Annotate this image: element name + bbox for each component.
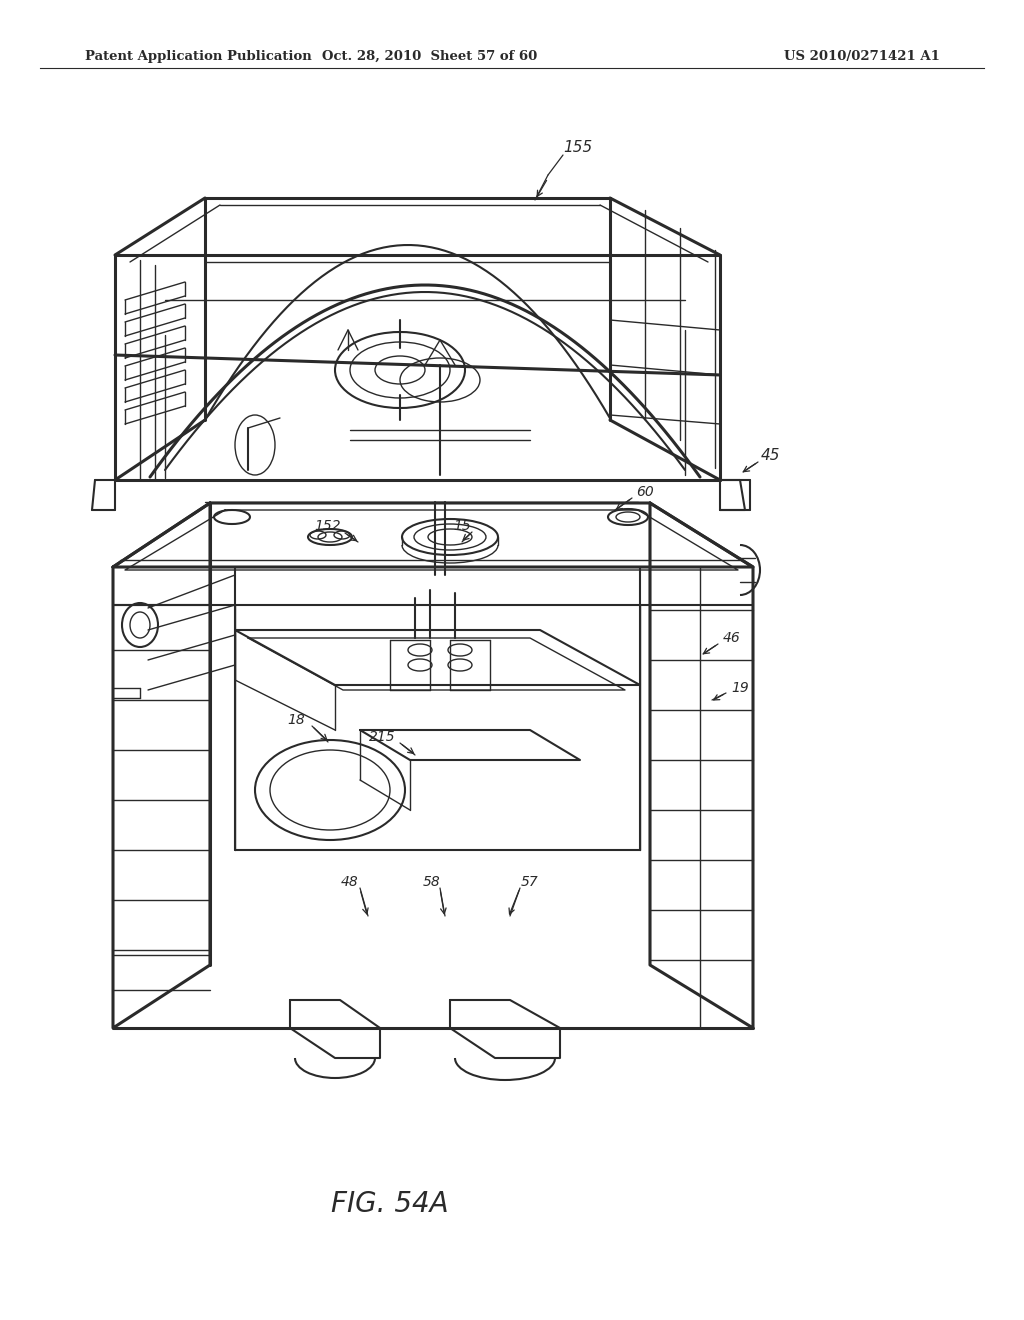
Text: FIG. 54A: FIG. 54A xyxy=(331,1191,449,1218)
Text: 45: 45 xyxy=(760,447,779,462)
Text: 60: 60 xyxy=(636,484,654,499)
Text: 57: 57 xyxy=(521,875,539,888)
Text: 152: 152 xyxy=(314,519,341,533)
Text: 58: 58 xyxy=(423,875,441,888)
Text: Oct. 28, 2010  Sheet 57 of 60: Oct. 28, 2010 Sheet 57 of 60 xyxy=(323,50,538,63)
Text: 46: 46 xyxy=(723,631,741,645)
Text: 155: 155 xyxy=(563,140,593,156)
Text: 18: 18 xyxy=(287,713,305,727)
Text: 15: 15 xyxy=(454,519,471,533)
Text: US 2010/0271421 A1: US 2010/0271421 A1 xyxy=(784,50,940,63)
Text: Patent Application Publication: Patent Application Publication xyxy=(85,50,311,63)
Text: 48: 48 xyxy=(341,875,358,888)
Text: 19: 19 xyxy=(731,681,749,696)
Text: 215: 215 xyxy=(369,730,395,744)
